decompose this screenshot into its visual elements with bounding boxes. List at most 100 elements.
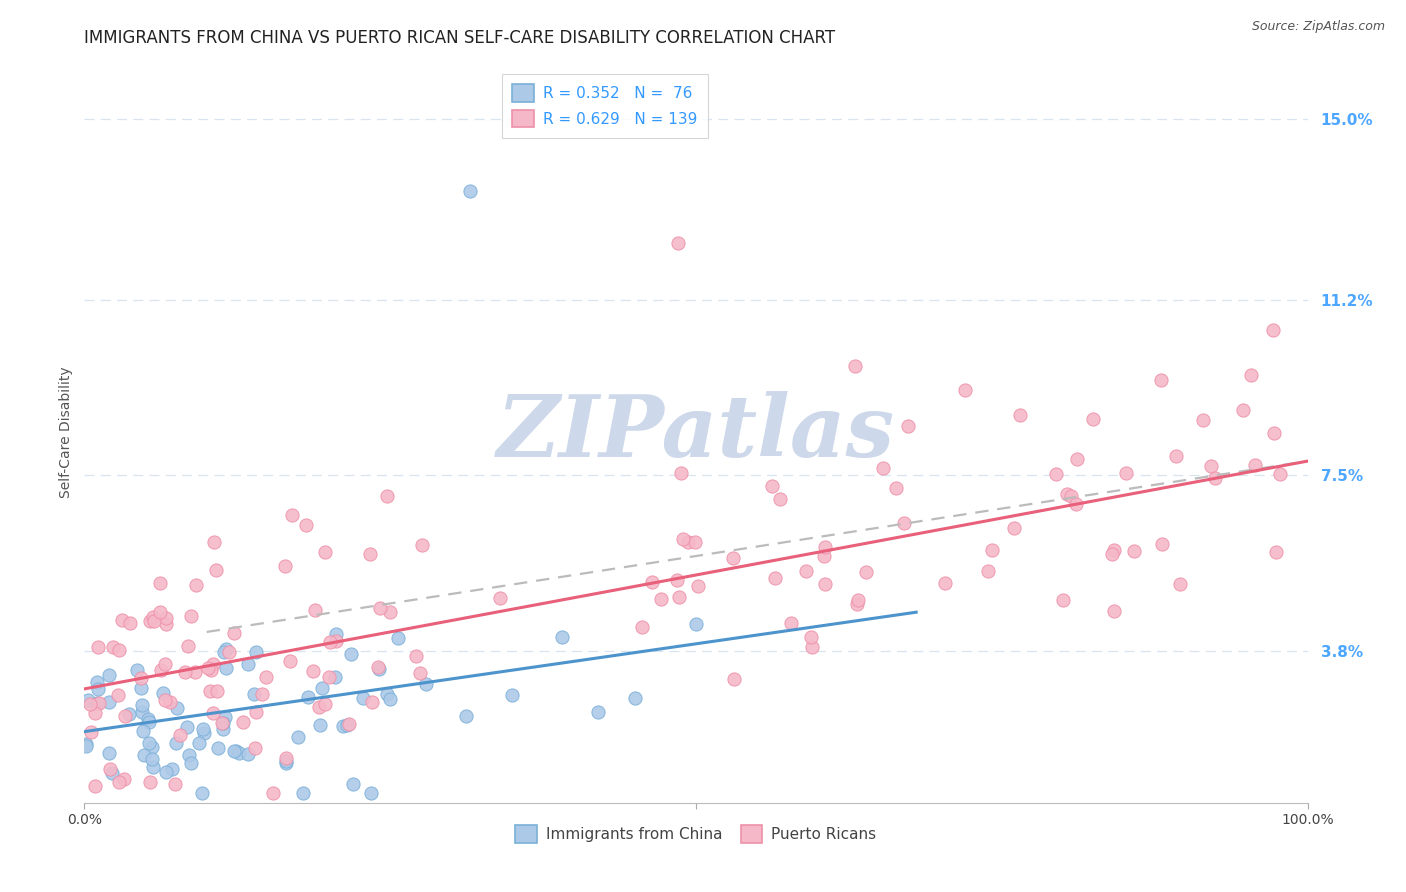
Point	[375, 489, 398, 503]
Point	[274, 558, 297, 573]
Point	[98, 763, 121, 777]
Point	[79, 697, 101, 711]
Point	[318, 670, 340, 684]
Point	[800, 640, 823, 654]
Point	[86, 675, 108, 690]
Point	[205, 684, 228, 698]
Point	[844, 359, 866, 374]
Point	[191, 722, 214, 736]
Point	[86, 696, 108, 710]
Point	[184, 578, 207, 592]
Point	[222, 626, 245, 640]
Point	[191, 786, 214, 800]
Point	[769, 492, 792, 507]
Point	[304, 603, 326, 617]
Point	[112, 772, 135, 786]
Y-axis label: Self-Care Disability: Self-Care Disability	[59, 367, 73, 499]
Point	[977, 564, 1000, 578]
Point	[222, 744, 245, 758]
Point	[342, 777, 364, 791]
Point	[721, 550, 744, 565]
Point	[502, 688, 524, 702]
Point	[236, 747, 259, 761]
Text: Source: ZipAtlas.com: Source: ZipAtlas.com	[1251, 20, 1385, 33]
Point	[245, 644, 267, 658]
Point	[215, 660, 238, 674]
Point	[107, 642, 129, 657]
Point	[134, 748, 156, 763]
Point	[953, 383, 976, 397]
Point	[211, 715, 233, 730]
Point	[205, 563, 228, 577]
Point	[297, 690, 319, 704]
Point	[666, 573, 689, 587]
Point	[311, 681, 333, 696]
Point	[173, 665, 195, 679]
Point	[1008, 409, 1031, 423]
Point	[218, 644, 240, 658]
Point	[111, 613, 134, 627]
Point	[75, 739, 97, 754]
Point	[352, 691, 374, 706]
Point	[846, 592, 869, 607]
Point	[624, 691, 647, 706]
Point	[551, 630, 574, 644]
Point	[129, 671, 152, 685]
Point	[685, 617, 707, 632]
Point	[676, 535, 699, 549]
Point	[214, 710, 236, 724]
Point	[278, 654, 301, 668]
Point	[411, 538, 433, 552]
Point	[456, 708, 478, 723]
Point	[211, 722, 233, 736]
Point	[169, 728, 191, 742]
Point	[149, 663, 172, 677]
Point	[359, 547, 381, 561]
Point	[200, 663, 222, 677]
Point	[155, 764, 177, 779]
Point	[176, 720, 198, 734]
Point	[1115, 467, 1137, 481]
Point	[295, 517, 318, 532]
Point	[129, 681, 152, 695]
Point	[198, 683, 221, 698]
Point	[314, 544, 336, 558]
Point	[586, 705, 609, 719]
Point	[668, 590, 690, 604]
Point	[1060, 489, 1083, 503]
Point	[409, 665, 432, 680]
Point	[159, 695, 181, 709]
Point	[87, 696, 110, 710]
Point	[1052, 592, 1074, 607]
Point	[872, 461, 894, 475]
Point	[211, 716, 233, 731]
Point	[1204, 471, 1226, 485]
Point	[201, 706, 224, 720]
Point	[319, 635, 342, 649]
Point	[143, 615, 166, 629]
Point	[97, 668, 120, 682]
Point	[630, 620, 652, 634]
Point	[138, 614, 160, 628]
Point	[814, 540, 837, 554]
Point	[884, 481, 907, 495]
Point	[197, 660, 219, 674]
Point	[97, 746, 120, 760]
Point	[650, 592, 672, 607]
Point	[153, 693, 176, 707]
Point	[666, 235, 689, 250]
Point	[323, 670, 346, 684]
Point	[97, 695, 120, 709]
Point	[337, 716, 360, 731]
Point	[166, 701, 188, 715]
Point	[336, 718, 359, 732]
Point	[103, 640, 125, 655]
Point	[368, 662, 391, 676]
Point	[1045, 467, 1067, 481]
Point	[87, 682, 110, 697]
Point	[1191, 412, 1213, 426]
Point	[118, 616, 141, 631]
Point	[149, 606, 172, 620]
Point	[686, 579, 709, 593]
Point	[236, 657, 259, 671]
